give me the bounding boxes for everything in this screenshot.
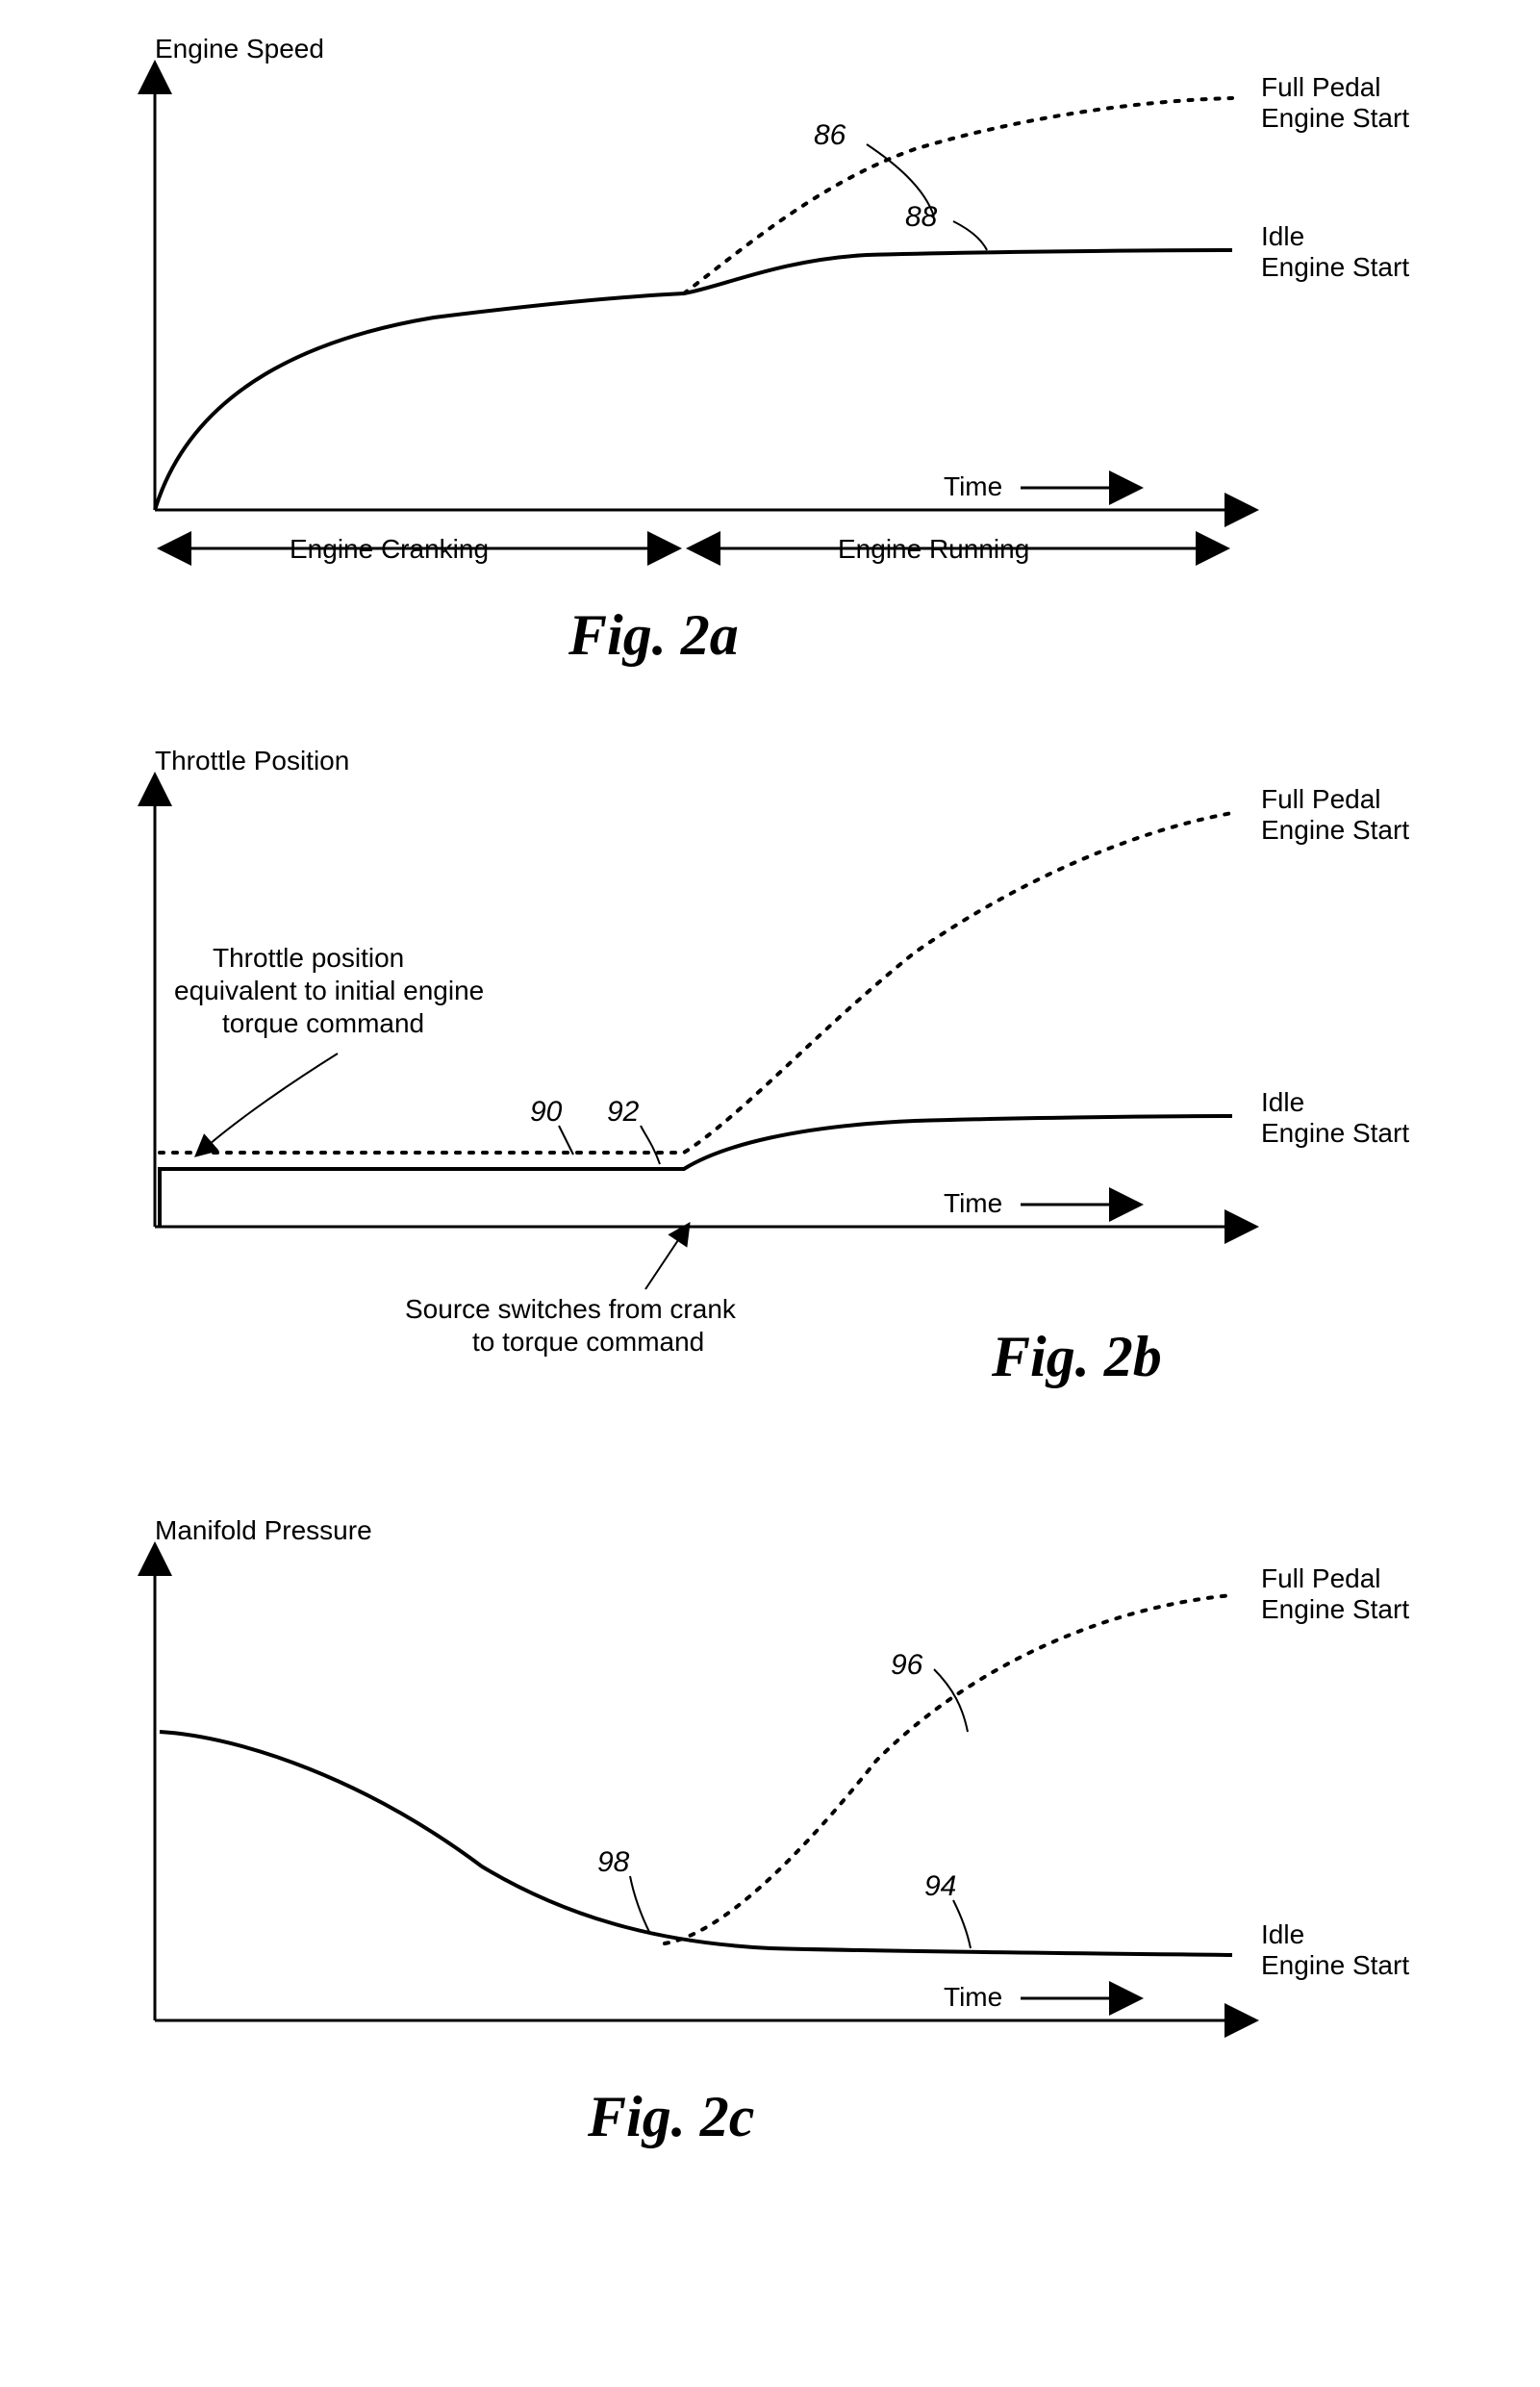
fig-2c-caption: Fig. 2c (587, 2085, 754, 2148)
callout-94-line (953, 1900, 971, 1948)
right-label-idle: Idle Engine Start (1261, 1919, 1409, 1980)
ref-90: 90 (530, 1096, 563, 1128)
x-axis-label: Time (944, 1188, 1002, 1218)
fig-2a-wrapper: Engine Speed 86 88 Full Pedal Engine Sta… (49, 38, 1492, 693)
fig-2c-svg: Manifold Pressure 96 98 94 Full Pedal En… (49, 1520, 1492, 2174)
fig-2c-wrapper: Manifold Pressure 96 98 94 Full Pedal En… (49, 1520, 1492, 2174)
y-axis-label: Throttle Position (155, 750, 349, 775)
right-label-full-pedal: Full Pedal Engine Start (1261, 784, 1409, 845)
fig-2b-svg: Throttle Position Throttle position equi… (49, 750, 1492, 1462)
ref-88: 88 (905, 201, 938, 233)
y-axis-label: Manifold Pressure (155, 1520, 372, 1545)
idle-curve (160, 1732, 1232, 1955)
idle-curve (160, 1116, 1232, 1227)
ref-96: 96 (891, 1649, 923, 1681)
full-pedal-curve (684, 98, 1232, 293)
fig-2a-caption: Fig. 2a (568, 603, 739, 667)
annotation-left-arrow (203, 1054, 338, 1150)
y-axis-label: Engine Speed (155, 38, 324, 63)
phase2-label: Engine Running (838, 534, 1029, 564)
callout-98-line (630, 1876, 650, 1934)
annotation-bottom-arrow (645, 1232, 684, 1289)
idle-curve (155, 250, 1232, 510)
right-label-full-pedal: Full Pedal Engine Start (1261, 72, 1409, 133)
fig-2a-svg: Engine Speed 86 88 Full Pedal Engine Sta… (49, 38, 1492, 693)
right-label-full-pedal: Full Pedal Engine Start (1261, 1563, 1409, 1624)
ref-86: 86 (814, 119, 846, 151)
phase1-label: Engine Cranking (290, 534, 489, 564)
annotation-bottom: Source switches from crank to torque com… (405, 1294, 744, 1357)
annotation-left: Throttle position equivalent to initial … (174, 943, 492, 1038)
figure-container: Engine Speed 86 88 Full Pedal Engine Sta… (49, 38, 1492, 2174)
fig-2b-wrapper: Throttle Position Throttle position equi… (49, 750, 1492, 1462)
right-label-idle: Idle Engine Start (1261, 1087, 1409, 1148)
fig-2b-caption: Fig. 2b (991, 1325, 1162, 1388)
x-axis-label: Time (944, 1982, 1002, 2012)
callout-88-line (953, 221, 987, 250)
ref-98: 98 (597, 1846, 630, 1878)
ref-94: 94 (924, 1870, 956, 1902)
x-axis-label: Time (944, 471, 1002, 501)
right-label-idle: Idle Engine Start (1261, 221, 1409, 282)
callout-92-line (641, 1126, 660, 1164)
ref-92: 92 (607, 1096, 640, 1128)
callout-90-line (559, 1126, 573, 1155)
